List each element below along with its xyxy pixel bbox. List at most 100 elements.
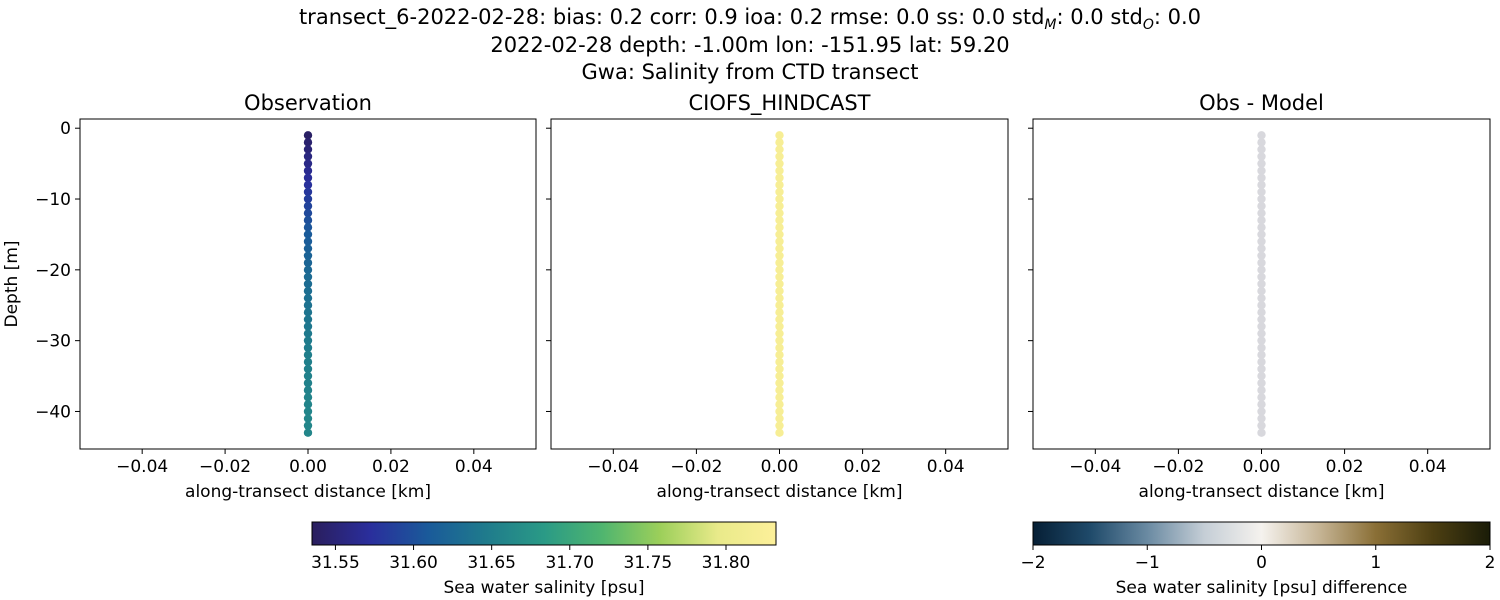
data-point: [303, 187, 313, 197]
colorbar-tick-label: 31.70: [545, 553, 594, 573]
x-tick-label: −0.02: [199, 457, 251, 477]
y-tick-label: −30: [35, 332, 71, 352]
data-point: [775, 180, 784, 190]
data-point: [303, 378, 313, 388]
data-point: [1257, 201, 1266, 211]
panel-observation: Observation −0.04 −0.02 0.00 0.02 0.04 along-t…: [2, 91, 537, 502]
data-point: [775, 194, 784, 204]
data-point: [303, 173, 313, 182]
data-point: [775, 421, 784, 430]
data-point: [1257, 400, 1266, 409]
data-point: [1257, 237, 1266, 246]
y-tick-label: −10: [35, 190, 71, 210]
x-axis-label: along-transect distance [km]: [185, 482, 431, 502]
data-point: [303, 272, 313, 282]
data-point: [1257, 407, 1266, 416]
data-point: [303, 237, 313, 246]
data-point: [303, 194, 313, 204]
data-point: [303, 315, 313, 324]
data-point: [775, 265, 784, 275]
data-point: [303, 286, 313, 296]
data-point: [303, 393, 313, 402]
colorbar-tick-label: 31.60: [389, 553, 438, 573]
data-point: [303, 159, 313, 168]
data-point: [1257, 216, 1266, 225]
data-point: [775, 371, 784, 381]
data-point: [1257, 180, 1266, 190]
data-point: [303, 371, 313, 381]
data-point: [303, 407, 313, 416]
colorbar-tick-label: 31.65: [467, 553, 516, 573]
data-point: [775, 244, 784, 253]
y-tick-label: 0: [60, 119, 71, 139]
data-point: [775, 173, 784, 182]
data-point: [775, 386, 784, 395]
colorbar-gradient: [1032, 521, 1491, 546]
data-point: [1257, 301, 1266, 310]
data-point: [775, 343, 784, 352]
data-point: [303, 414, 313, 423]
colorbar-tick-label: 2: [1485, 553, 1496, 573]
y-axis-label: Depth [m]: [2, 240, 22, 327]
data-point: [1257, 208, 1266, 218]
data-point: [775, 364, 784, 374]
data-point: [1257, 308, 1266, 317]
panel-obs-minus-model: Obs - Model −0.04 −0.02 0.00 0.02 0.04 along-t…: [1028, 91, 1491, 502]
suptitle-line-1: transect_6-2022-02-28: bias: 0.2 corr: 0…: [299, 5, 1201, 33]
data-point: [1257, 279, 1266, 289]
data-point: [1257, 258, 1266, 267]
data-point: [303, 223, 313, 232]
x-tick-label: 0.04: [455, 457, 493, 477]
data-point: [775, 308, 784, 317]
data-point: [303, 308, 313, 317]
data-point: [775, 272, 784, 282]
data-point: [1257, 244, 1266, 253]
data-point: [775, 152, 784, 161]
data-point: [303, 138, 313, 147]
colorbar-tick-label: −1: [1135, 553, 1160, 573]
x-tick-label: −0.02: [670, 457, 722, 477]
data-point: [1257, 322, 1266, 331]
data-point: [1257, 194, 1266, 204]
data-point: [1257, 187, 1266, 197]
data-point: [1257, 145, 1266, 154]
data-point: [303, 201, 313, 211]
data-point: [775, 166, 784, 175]
data-point: [1257, 265, 1266, 275]
data-point: [775, 301, 784, 310]
data-point: [775, 393, 784, 402]
data-point: [775, 414, 784, 423]
colorbar-tick-label: 31.75: [624, 553, 673, 573]
data-point: [1257, 131, 1266, 140]
colorbar-label: Sea water salinity [psu]: [444, 578, 645, 598]
data-point: [775, 258, 784, 267]
data-point: [775, 223, 784, 232]
data-point: [303, 166, 313, 175]
data-point: [1257, 371, 1266, 381]
suptitle-line-3: Gwa: Salinity from CTD transect: [582, 60, 919, 84]
data-point: [1257, 414, 1266, 423]
data-point: [775, 357, 784, 367]
data-point: [775, 350, 784, 360]
data-point: [303, 230, 313, 239]
data-point: [775, 216, 784, 225]
colorbar-tick-label: 0: [1256, 553, 1267, 573]
data-point: [775, 400, 784, 409]
data-point: [1257, 159, 1266, 168]
x-tick-label: 0.00: [289, 457, 327, 477]
panel-title: Observation: [244, 91, 372, 115]
x-tick-label: 0.02: [844, 457, 882, 477]
data-point: [303, 244, 313, 253]
colorbar-label: Sea water salinity [psu] difference: [1116, 578, 1408, 598]
colorbar-gradient: [311, 521, 777, 546]
data-point: [303, 400, 313, 409]
data-point: [303, 131, 313, 140]
x-tick-label: −0.02: [1152, 457, 1204, 477]
data-point: [775, 336, 784, 345]
data-point: [303, 216, 313, 225]
data-point: [1257, 272, 1266, 282]
data-point: [1257, 251, 1266, 260]
data-point: [775, 329, 784, 338]
data-point: [303, 180, 313, 190]
colorbar-tick-label: 1: [1370, 553, 1381, 573]
